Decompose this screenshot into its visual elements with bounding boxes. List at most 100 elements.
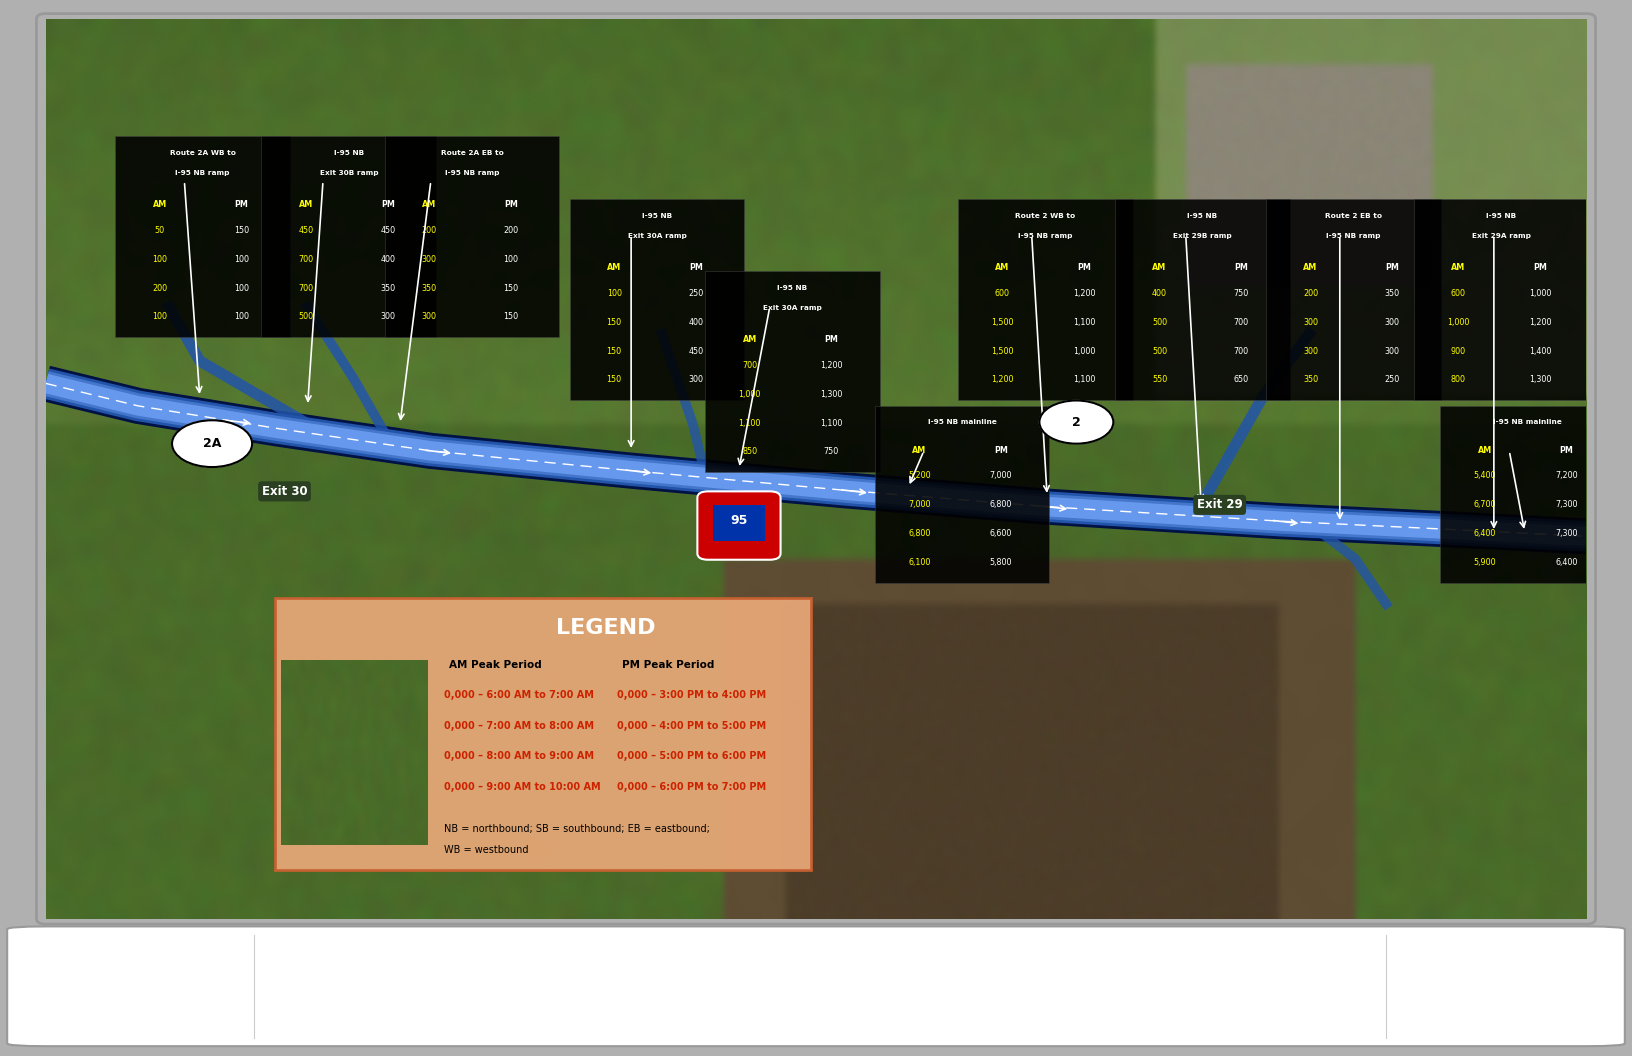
Text: 650: 650 — [1234, 375, 1248, 384]
Text: 500: 500 — [1152, 318, 1167, 326]
Text: 1,500: 1,500 — [991, 318, 1013, 326]
Text: I-95 NB: I-95 NB — [1186, 212, 1217, 219]
Text: 0,000 – 9:00 AM to 10:00 AM: 0,000 – 9:00 AM to 10:00 AM — [444, 781, 601, 792]
Text: 350: 350 — [1384, 289, 1400, 298]
Circle shape — [1040, 400, 1113, 444]
Text: WB = westbound: WB = westbound — [444, 845, 529, 855]
Text: AM: AM — [1451, 263, 1466, 272]
Text: 100: 100 — [233, 284, 248, 293]
Text: PM: PM — [235, 201, 248, 209]
Text: 300: 300 — [421, 254, 437, 264]
Text: 300: 300 — [689, 375, 703, 384]
Text: 150: 150 — [607, 346, 622, 356]
Text: PM: PM — [1386, 263, 1399, 272]
Text: 800: 800 — [1451, 375, 1466, 384]
Text: AM Peak Period: AM Peak Period — [449, 660, 542, 670]
Text: 750: 750 — [1234, 289, 1248, 298]
FancyBboxPatch shape — [7, 926, 1625, 1046]
Text: I-95 NB ramp: I-95 NB ramp — [446, 170, 499, 175]
Text: 1,400: 1,400 — [1529, 346, 1552, 356]
Text: 700: 700 — [1234, 346, 1248, 356]
Text: 500: 500 — [299, 313, 313, 321]
Text: 450: 450 — [299, 226, 313, 235]
FancyBboxPatch shape — [958, 199, 1133, 400]
Text: 1,300: 1,300 — [821, 390, 842, 399]
Text: Route 2 EB to: Route 2 EB to — [1325, 212, 1382, 219]
Text: 1,100: 1,100 — [1072, 375, 1095, 384]
Text: 700: 700 — [743, 361, 757, 370]
FancyBboxPatch shape — [1115, 199, 1289, 400]
Text: 250: 250 — [689, 289, 703, 298]
Text: 100: 100 — [152, 254, 166, 264]
Text: 1,200: 1,200 — [1072, 289, 1095, 298]
Text: AM: AM — [607, 263, 622, 272]
Text: PM: PM — [1532, 263, 1547, 272]
FancyBboxPatch shape — [385, 136, 560, 337]
FancyBboxPatch shape — [875, 406, 1049, 583]
Text: Exit 30B ramp: Exit 30B ramp — [320, 170, 379, 175]
Text: 0,000 – 3:00 PM to 4:00 PM: 0,000 – 3:00 PM to 4:00 PM — [617, 691, 765, 700]
Text: AM: AM — [299, 201, 313, 209]
Text: 700: 700 — [299, 254, 313, 264]
Text: AM: AM — [996, 263, 1010, 272]
Text: 7,000: 7,000 — [989, 471, 1012, 480]
Text: 2A: 2A — [202, 437, 222, 450]
Text: I-95 NB ramp: I-95 NB ramp — [1018, 232, 1072, 239]
Text: 5,400: 5,400 — [1474, 471, 1497, 480]
Text: PM: PM — [1234, 263, 1248, 272]
Text: NB = northbound; SB = southbound; EB = eastbound;: NB = northbound; SB = southbound; EB = e… — [444, 825, 710, 834]
Text: Figure 2: Figure 2 — [782, 942, 850, 958]
Text: 0,000 – 5:00 PM to 6:00 PM: 0,000 – 5:00 PM to 6:00 PM — [617, 752, 765, 761]
Text: 200: 200 — [503, 226, 519, 235]
Text: 250: 250 — [1384, 375, 1400, 384]
Text: AM: AM — [152, 201, 166, 209]
Text: 500: 500 — [1152, 346, 1167, 356]
Text: PM: PM — [380, 201, 395, 209]
Text: I-95 NB ramp: I-95 NB ramp — [175, 170, 230, 175]
Text: 400: 400 — [380, 254, 395, 264]
Text: Peak Period Traffic Volumes: Peak Period Traffic Volumes — [712, 1010, 920, 1022]
Text: 0,000 – 7:00 AM to 8:00 AM: 0,000 – 7:00 AM to 8:00 AM — [444, 721, 594, 731]
Text: Exit 30: Exit 30 — [261, 485, 307, 497]
Text: 350: 350 — [380, 284, 395, 293]
Text: 6,100: 6,100 — [907, 558, 930, 567]
Text: Z: Z — [193, 978, 201, 991]
Text: 300: 300 — [1384, 318, 1400, 326]
Text: 1,000: 1,000 — [1529, 289, 1552, 298]
Text: 150: 150 — [607, 375, 622, 384]
Text: I-95 NB mainline: I-95 NB mainline — [927, 419, 997, 426]
Text: Exit 30A ramp: Exit 30A ramp — [764, 305, 823, 310]
Text: 50: 50 — [155, 226, 165, 235]
Text: AM: AM — [912, 446, 927, 454]
Text: 1,200: 1,200 — [821, 361, 842, 370]
Text: AM: AM — [743, 335, 757, 344]
Text: Exit 29: Exit 29 — [1196, 498, 1242, 511]
Text: PM: PM — [504, 201, 517, 209]
Text: Route 2A EB to: Route 2A EB to — [441, 150, 503, 155]
Text: 1,200: 1,200 — [991, 375, 1013, 384]
Text: AM: AM — [1304, 263, 1317, 272]
Text: 2: 2 — [1072, 416, 1080, 429]
Text: LEGEND: LEGEND — [557, 618, 656, 638]
Text: 350: 350 — [1302, 375, 1319, 384]
Text: 400: 400 — [689, 318, 703, 326]
Text: 450: 450 — [380, 226, 395, 235]
Text: 300: 300 — [1384, 346, 1400, 356]
Text: Exit 29B ramp: Exit 29B ramp — [1173, 232, 1232, 239]
Text: 100: 100 — [233, 313, 248, 321]
Text: I-95 NB mainline: I-95 NB mainline — [1493, 419, 1562, 426]
Text: PM: PM — [994, 446, 1009, 454]
Text: 6,700: 6,700 — [1474, 501, 1497, 509]
Text: 200: 200 — [421, 226, 437, 235]
FancyBboxPatch shape — [1439, 406, 1614, 583]
Text: 750: 750 — [824, 448, 839, 456]
Text: 550: 550 — [1152, 375, 1167, 384]
Text: 1,000: 1,000 — [1072, 346, 1095, 356]
Text: 1,100: 1,100 — [821, 418, 842, 428]
Text: 7,300: 7,300 — [1555, 501, 1578, 509]
Text: 200: 200 — [1302, 289, 1319, 298]
Text: I-95 NB: I-95 NB — [1487, 212, 1516, 219]
Text: 350: 350 — [421, 284, 437, 293]
Text: Exit 29A ramp: Exit 29A ramp — [1472, 232, 1531, 239]
Text: 900: 900 — [1451, 346, 1466, 356]
